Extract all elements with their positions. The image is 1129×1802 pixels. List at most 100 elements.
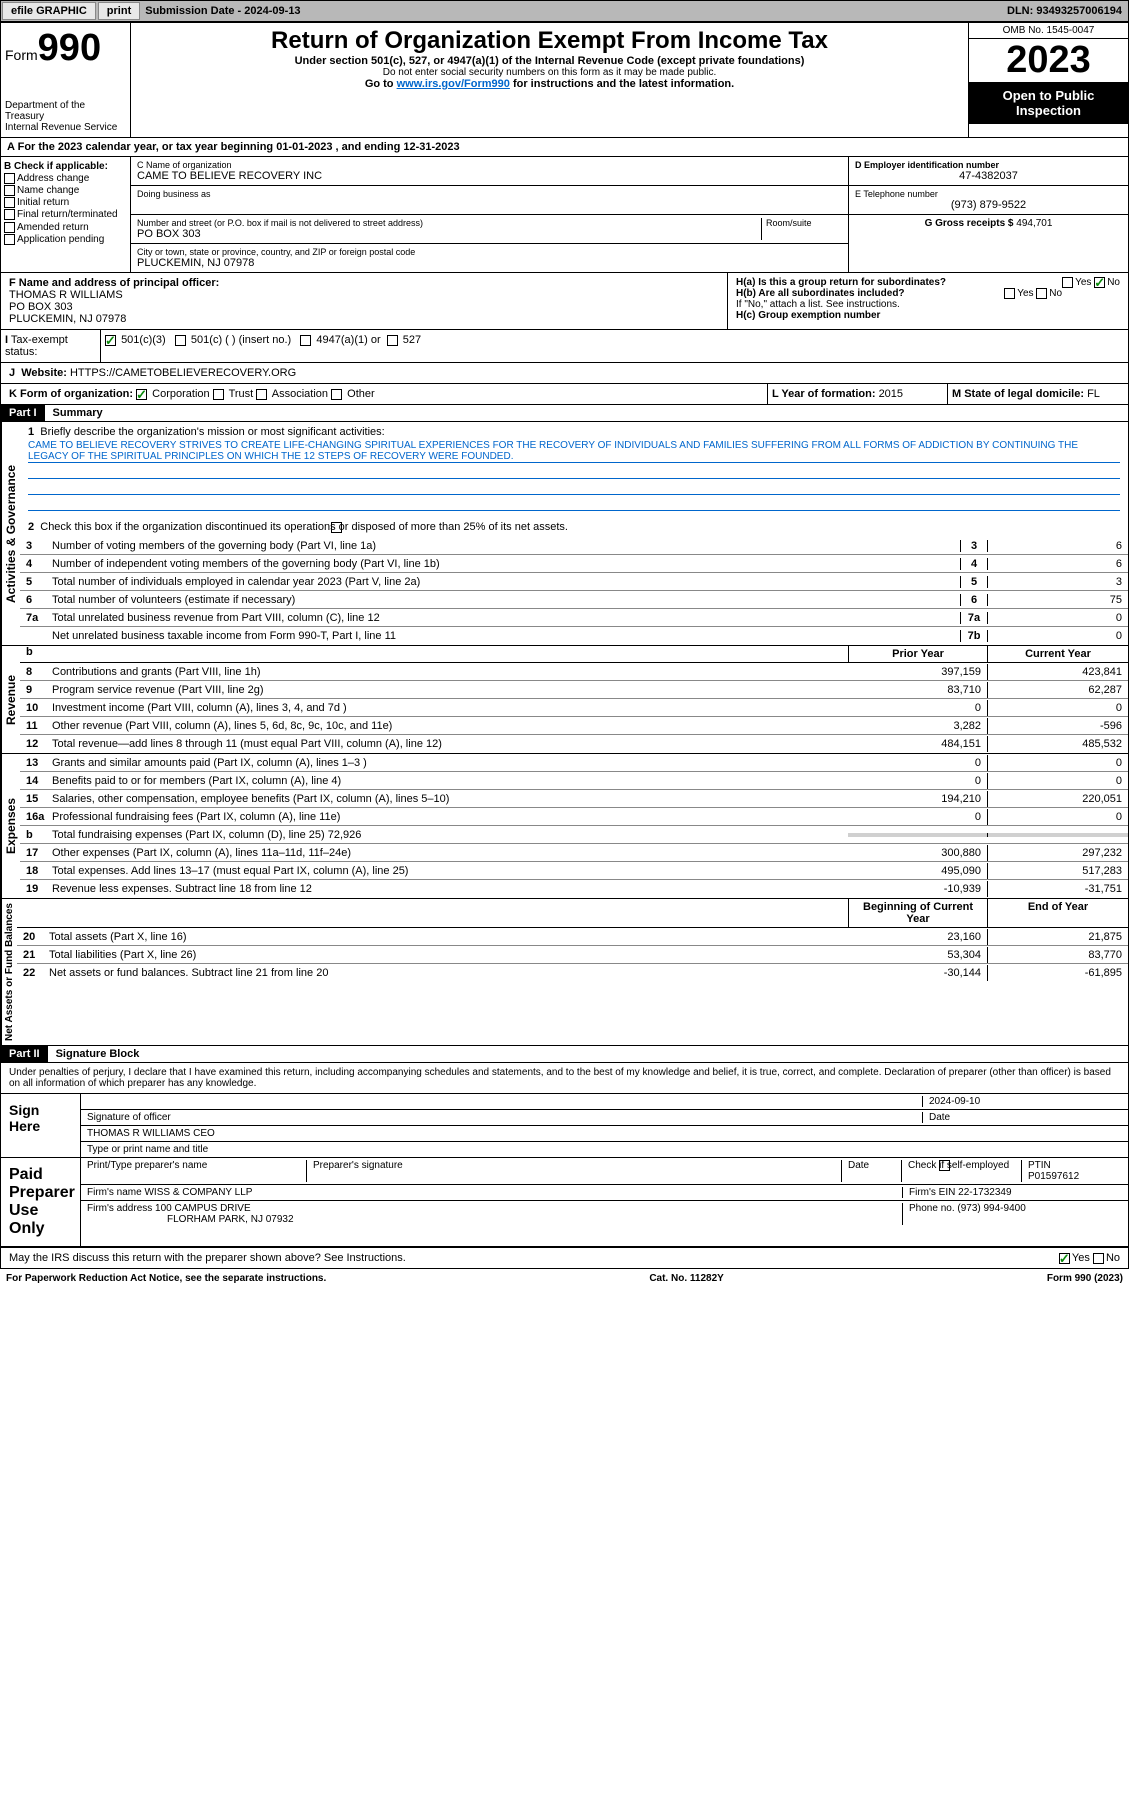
cb-trust[interactable]: [213, 389, 224, 400]
print-btn[interactable]: print: [98, 2, 140, 20]
addr-label: Number and street (or P.O. box if mail i…: [137, 218, 761, 228]
cb-pending[interactable]: Application pending: [4, 234, 127, 245]
table-row: Net unrelated business taxable income fr…: [20, 627, 1128, 645]
q1-label: Briefly describe the organization's miss…: [40, 426, 384, 438]
officer-group-section: F Name and address of principal officer:…: [0, 273, 1129, 330]
officer-addr2: PLUCKEMIN, NJ 07978: [9, 313, 719, 325]
table-row: bTotal fundraising expenses (Part IX, co…: [20, 826, 1128, 844]
form-subtitle: Under section 501(c), 527, or 4947(a)(1)…: [135, 55, 964, 67]
hb-question: H(b) Are all subordinates included? Yes …: [736, 288, 1120, 299]
firm-addr-label: Firm's address: [87, 1203, 155, 1214]
paid-preparer-label: Paid Preparer Use Only: [1, 1158, 81, 1246]
cat-no: Cat. No. 11282Y: [649, 1273, 723, 1284]
irs-link[interactable]: www.irs.gov/Form990: [397, 78, 510, 90]
penalties-text: Under penalties of perjury, I declare th…: [0, 1063, 1129, 1094]
website-url: HTTPS://CAMETOBELIEVERECOVERY.ORG: [70, 367, 296, 379]
ein: 47-4382037: [855, 170, 1122, 182]
firm-ein-label: Firm's EIN: [909, 1187, 958, 1198]
expenses-label: Expenses: [1, 754, 20, 898]
cb-corp[interactable]: [136, 389, 147, 400]
section-c: C Name of organization CAME TO BELIEVE R…: [131, 157, 848, 272]
cb-amended[interactable]: Amended return: [4, 222, 127, 233]
ha-question: H(a) Is this a group return for subordin…: [736, 277, 1120, 288]
city-label: City or town, state or province, country…: [137, 247, 842, 257]
sig-date: 2024-09-10: [922, 1096, 1122, 1107]
street-address: PO BOX 303: [137, 228, 761, 240]
table-row: 4Number of independent voting members of…: [20, 555, 1128, 573]
netassets-section: Net Assets or Fund Balances Beginning of…: [0, 899, 1129, 1046]
cb-501c[interactable]: [175, 335, 186, 346]
cb-address-change[interactable]: Address change: [4, 173, 127, 184]
table-row: 14Benefits paid to or for members (Part …: [20, 772, 1128, 790]
cb-other[interactable]: [331, 389, 342, 400]
table-row: 17Other expenses (Part IX, column (A), l…: [20, 844, 1128, 862]
firm-name-label: Firm's name: [87, 1187, 144, 1198]
form-ref: Form 990 (2023): [1047, 1273, 1123, 1284]
cb-initial-return[interactable]: Initial return: [4, 197, 127, 208]
part1-header: Part I Summary: [0, 405, 1129, 422]
cb-527[interactable]: [387, 335, 398, 346]
table-row: 5Total number of individuals employed in…: [20, 573, 1128, 591]
table-row: 9Program service revenue (Part VIII, lin…: [20, 681, 1128, 699]
org-name: CAME TO BELIEVE RECOVERY INC: [137, 170, 842, 182]
gross-receipts: 494,701: [1016, 218, 1052, 229]
form-title: Return of Organization Exempt From Incom…: [135, 27, 964, 55]
table-row: 7aTotal unrelated business revenue from …: [20, 609, 1128, 627]
prep-date-label: Date: [842, 1160, 902, 1182]
form-label: Form: [5, 47, 38, 63]
table-row: 21Total liabilities (Part X, line 26) 53…: [17, 946, 1128, 964]
prep-name-label: Print/Type preparer's name: [87, 1160, 307, 1182]
gross-label: G Gross receipts $: [925, 218, 1017, 229]
firm-phone: (973) 994-9400: [957, 1203, 1025, 1214]
section-i-label: I Tax-exempt status:: [1, 330, 101, 362]
section-b: B Check if applicable: Address change Na…: [1, 157, 131, 272]
phone: (973) 879-9522: [855, 199, 1122, 211]
self-employed: Check if self-employed: [902, 1160, 1022, 1182]
tax-status-row: I Tax-exempt status: 501(c)(3) 501(c) ( …: [0, 330, 1129, 363]
sig-officer-label: Signature of officer: [87, 1112, 922, 1123]
table-row: 8Contributions and grants (Part VIII, li…: [20, 663, 1128, 681]
sign-here-label: Sign Here: [1, 1094, 81, 1157]
sig-date-label: Date: [922, 1112, 1122, 1123]
dba-label: Doing business as: [137, 189, 842, 199]
room-label: Room/suite: [766, 218, 842, 228]
table-row: 6Total number of volunteers (estimate if…: [20, 591, 1128, 609]
table-row: 19Revenue less expenses. Subtract line 1…: [20, 880, 1128, 898]
firm-addr2: FLORHAM PARK, NJ 07932: [167, 1214, 294, 1225]
paperwork-notice: For Paperwork Reduction Act Notice, see …: [6, 1273, 326, 1284]
efile-btn[interactable]: efile GRAPHIC: [2, 2, 96, 20]
officer-name: THOMAS R WILLIAMS: [9, 289, 719, 301]
cb-501c3[interactable]: [105, 335, 116, 346]
cb-name-change[interactable]: Name change: [4, 185, 127, 196]
org-name-label: C Name of organization: [137, 160, 842, 170]
section-b-label: B Check if applicable:: [4, 161, 127, 172]
section-d: D Employer identification number 47-4382…: [848, 157, 1128, 272]
hc-question: H(c) Group exemption number: [736, 310, 1120, 321]
dept-treasury: Department of the Treasury: [5, 100, 126, 122]
table-row: 11Other revenue (Part VIII, column (A), …: [20, 717, 1128, 735]
hdr-current: Current Year: [988, 646, 1128, 662]
firm-addr1: 100 CAMPUS DRIVE: [155, 1203, 251, 1214]
table-row: 10Investment income (Part VIII, column (…: [20, 699, 1128, 717]
ein-label: D Employer identification number: [855, 160, 1122, 170]
cb-discuss-no[interactable]: [1093, 1253, 1104, 1264]
type-name-label: Type or print name and title: [87, 1144, 208, 1155]
cb-assoc[interactable]: [256, 389, 267, 400]
cb-self-employed[interactable]: [939, 1160, 950, 1171]
irs-label: Internal Revenue Service: [5, 122, 126, 133]
goto-line: Go to www.irs.gov/Form990 for instructio…: [135, 78, 964, 90]
hdr-eoy: End of Year: [988, 899, 1128, 927]
cb-discontinued[interactable]: [331, 522, 342, 533]
table-row: 15Salaries, other compensation, employee…: [20, 790, 1128, 808]
cb-discuss-yes[interactable]: [1059, 1253, 1070, 1264]
cb-final-return[interactable]: Final return/terminated: [4, 209, 127, 220]
part2-header: Part II Signature Block: [0, 1046, 1129, 1063]
tax-year-line: A For the 2023 calendar year, or tax yea…: [0, 138, 1129, 157]
revenue-label: Revenue: [1, 646, 20, 753]
netassets-label: Net Assets or Fund Balances: [1, 899, 17, 1045]
hdr-prior: Prior Year: [848, 646, 988, 662]
submission-label: Submission Date - 2024-09-13: [141, 5, 304, 17]
cb-4947[interactable]: [300, 335, 311, 346]
form-number: 990: [38, 27, 101, 69]
hdr-boy: Beginning of Current Year: [848, 899, 988, 927]
